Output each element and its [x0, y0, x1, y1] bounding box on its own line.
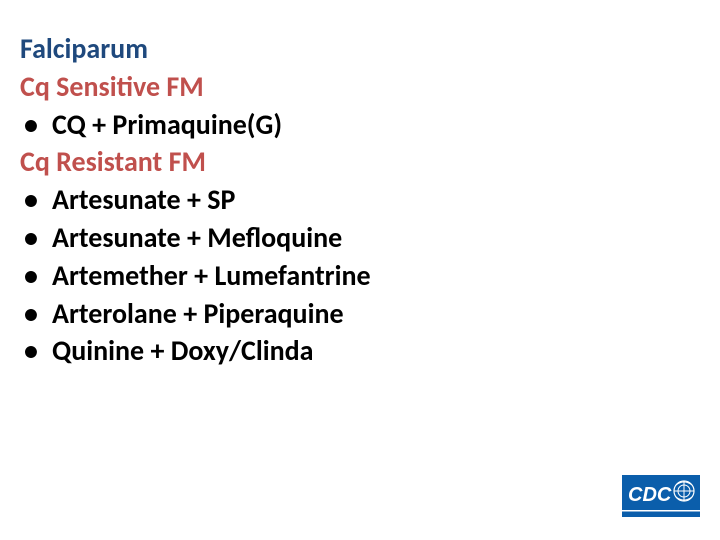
list-item-label: Artesunate + Mefloquine [52, 219, 342, 257]
list-item: • Arterolane + Piperaquine [20, 295, 700, 333]
bullet-icon: • [20, 219, 52, 257]
cdc-logo: CDC [622, 475, 700, 522]
list-item: • Artesunate + SP [20, 181, 700, 219]
list-item-label: Arterolane + Piperaquine [52, 295, 344, 333]
bullet-icon: • [20, 295, 52, 333]
bullet-icon: • [20, 181, 52, 219]
bullet-icon: • [20, 257, 52, 295]
list-item: • Quinine + Doxy/Clinda [20, 332, 700, 370]
svg-text:CDC: CDC [628, 484, 672, 506]
list-item-label: Artemether + Lumefantrine [52, 257, 371, 295]
list-item: • CQ + Primaquine(G) [20, 106, 700, 144]
list-item: • Artemether + Lumefantrine [20, 257, 700, 295]
main-heading: Falciparum [20, 30, 700, 68]
bullet-icon: • [20, 106, 52, 144]
bullet-icon: • [20, 332, 52, 370]
cdc-logo-icon: CDC [622, 475, 700, 517]
slide-content: Falciparum Cq Sensitive FM • CQ + Primaq… [0, 0, 720, 390]
list-item-label: Quinine + Doxy/Clinda [52, 332, 314, 370]
section-heading: Cq Sensitive FM [20, 68, 700, 106]
list-item-label: CQ + Primaquine(G) [52, 106, 282, 144]
section-heading: Cq Resistant FM [20, 143, 700, 181]
list-item-label: Artesunate + SP [52, 181, 235, 219]
list-item: • Artesunate + Mefloquine [20, 219, 700, 257]
